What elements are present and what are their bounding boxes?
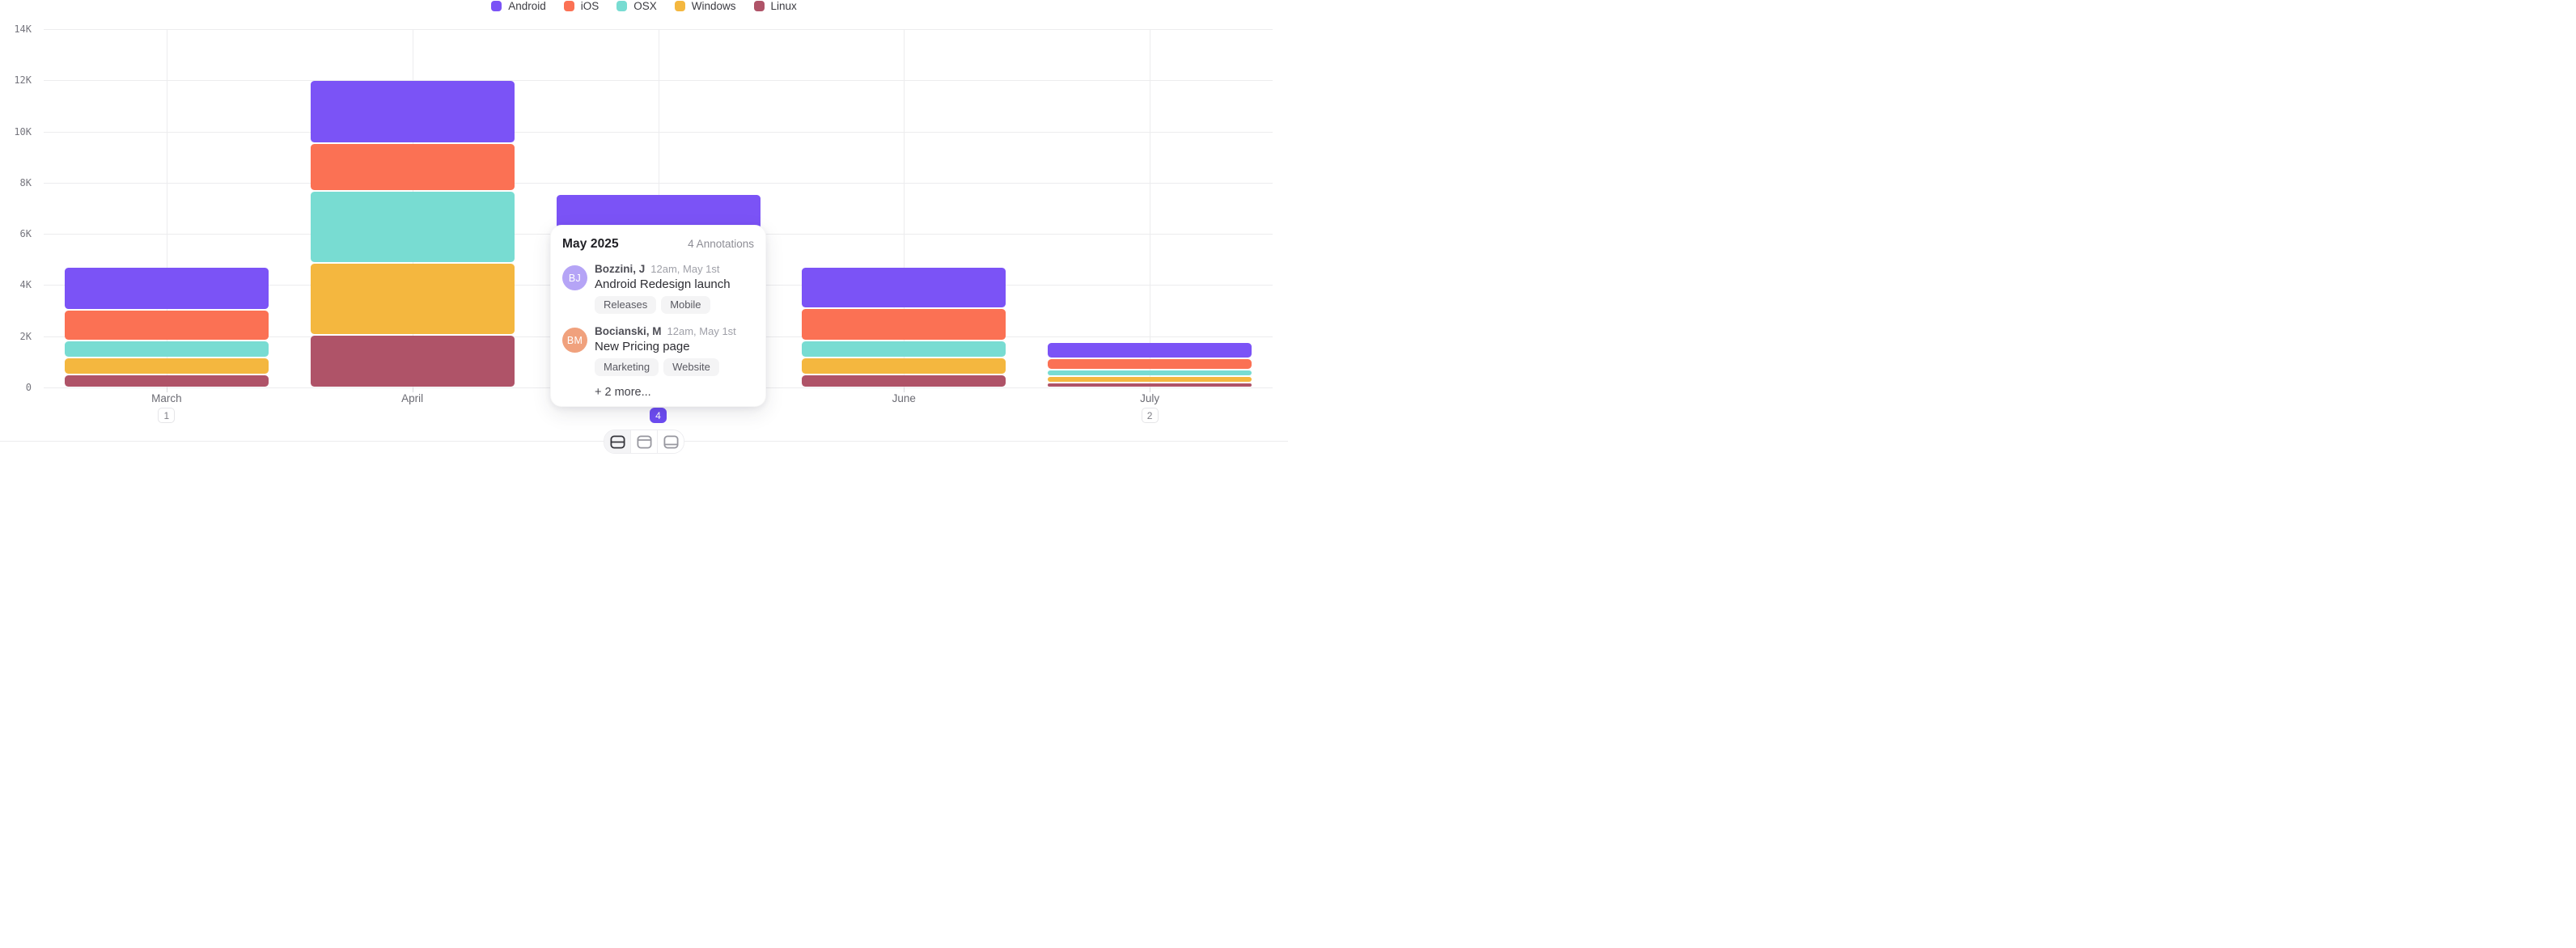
bar-segment-windows-june[interactable] (802, 358, 1006, 374)
y-axis-tick-label: 4K (19, 279, 32, 291)
legend-label: OSX (633, 0, 657, 12)
annotation-chart-page: Android iOS OSX Windows Linux 0 2K 4K 6K 8K 10K 12… (0, 0, 1288, 474)
x-axis-label-march: March (151, 392, 182, 404)
bar-segment-windows-march[interactable] (64, 358, 269, 374)
annotation-author: Bocianski, M (595, 325, 662, 337)
avatar: BM (562, 328, 587, 353)
legend-swatch-icon (491, 1, 502, 11)
annotation-author-line: Bozzini, J 12am, May 1st (595, 263, 731, 275)
annotation-timestamp: 12am, May 1st (650, 263, 720, 275)
bar-segment-linux-july[interactable] (1048, 383, 1252, 387)
bar-segment-linux-june[interactable] (802, 375, 1006, 387)
bar-segment-android-july[interactable] (1048, 343, 1252, 358)
annotation-entry: BJ Bozzini, J 12am, May 1st Android Redesig… (562, 263, 754, 314)
show-more-annotations-link[interactable]: + 2 more... (595, 386, 651, 399)
y-axis-tick-label: 0 (25, 382, 32, 393)
bar-segment-ios-march[interactable] (64, 311, 269, 341)
annotation-badge-march[interactable]: 1 (158, 408, 176, 423)
tag-pill: Mobile (661, 296, 710, 314)
layout-toggle-split-rows-equal[interactable] (604, 430, 630, 453)
annotation-timestamp: 12am, May 1st (667, 325, 736, 337)
popover-annotation-count: 4 Annotations (688, 238, 754, 250)
tag-pill: Marketing (595, 358, 659, 376)
split-rows-top-icon (636, 434, 652, 448)
y-axis-tick-label: 14K (14, 23, 32, 36)
avatar: BJ (562, 265, 587, 290)
bar-segment-osx-april[interactable] (310, 191, 515, 262)
legend-item-windows[interactable]: Windows (674, 0, 736, 12)
bar-segment-linux-april[interactable] (310, 335, 515, 387)
layout-toggle-split-rows-top[interactable] (630, 430, 657, 453)
annotation-author: Bozzini, J (595, 263, 646, 275)
y-axis-tick-label: 2K (19, 330, 32, 342)
split-rows-bottom-icon (663, 434, 679, 448)
bar-segment-ios-april[interactable] (310, 143, 515, 190)
legend-swatch-icon (753, 1, 765, 11)
legend-swatch-icon (616, 1, 628, 11)
layout-toggle-split-rows-bottom[interactable] (657, 430, 684, 453)
bar-segment-android-march[interactable] (64, 268, 269, 310)
legend-item-ios[interactable]: iOS (563, 0, 600, 12)
layout-segmented-control (604, 430, 684, 454)
legend-label: Linux (770, 0, 797, 12)
tag-pill: Website (663, 358, 719, 376)
legend-swatch-icon (674, 1, 685, 11)
annotation-badge-july[interactable]: 2 (1141, 408, 1159, 423)
annotation-tags: Releases Mobile (595, 296, 731, 314)
legend-label: Windows (691, 0, 736, 12)
chart-legend: Android iOS OSX Windows Linux (0, 0, 1288, 12)
bar-segment-android-april[interactable] (310, 80, 515, 142)
legend-item-linux[interactable]: Linux (753, 0, 797, 12)
popover-entries: BJ Bozzini, J 12am, May 1st Android Redesig… (562, 263, 754, 376)
bar-segment-osx-march[interactable] (64, 341, 269, 358)
bar-segment-ios-june[interactable] (802, 309, 1006, 341)
split-rows-equal-icon (609, 434, 625, 448)
annotation-entry: BM Bocianski, M 12am, May 1st New Pricing p… (562, 325, 754, 376)
bar-segment-osx-july[interactable] (1048, 370, 1252, 375)
tag-pill: Releases (595, 296, 657, 314)
y-axis-tick-label: 8K (19, 176, 32, 188)
annotations-popover: May 2025 4 Annotations BJ Bozzini, J 12am,… (550, 225, 766, 407)
popover-header: May 2025 4 Annotations (562, 237, 754, 252)
bar-segment-windows-july[interactable] (1048, 376, 1252, 383)
bar-segment-linux-march[interactable] (64, 375, 269, 387)
annotation-title: New Pricing page (595, 340, 690, 353)
bar-segment-windows-april[interactable] (310, 263, 515, 334)
annotation-entry-body: Bocianski, M 12am, May 1st New Pricing pag… (595, 325, 736, 376)
legend-item-osx[interactable]: OSX (616, 0, 657, 12)
y-axis-tick-label: 10K (14, 125, 32, 138)
x-axis-label-july: July (1140, 392, 1160, 404)
month-gridline (904, 29, 905, 387)
y-axis-tick-label: 6K (19, 228, 32, 240)
annotation-title: Android Redesign launch (595, 277, 731, 291)
bar-segment-android-june[interactable] (802, 268, 1006, 308)
annotation-badge-may[interactable]: 4 (650, 408, 667, 423)
legend-label: Android (508, 0, 546, 12)
bar-segment-osx-june[interactable] (802, 341, 1006, 357)
x-axis-tick (904, 387, 905, 392)
bar-segment-ios-july[interactable] (1048, 358, 1252, 370)
y-axis-tick-label: 12K (14, 74, 32, 87)
annotation-entry-body: Bozzini, J 12am, May 1st Android Redesign … (595, 263, 731, 314)
legend-swatch-icon (563, 1, 574, 11)
legend-label: iOS (580, 0, 600, 12)
annotation-tags: Marketing Website (595, 358, 736, 376)
popover-title: May 2025 (562, 237, 619, 251)
annotation-author-line: Bocianski, M 12am, May 1st (595, 325, 736, 337)
x-axis-label-april: April (401, 392, 424, 404)
x-axis-label-june: June (892, 392, 916, 404)
legend-item-android[interactable]: Android (491, 0, 546, 12)
